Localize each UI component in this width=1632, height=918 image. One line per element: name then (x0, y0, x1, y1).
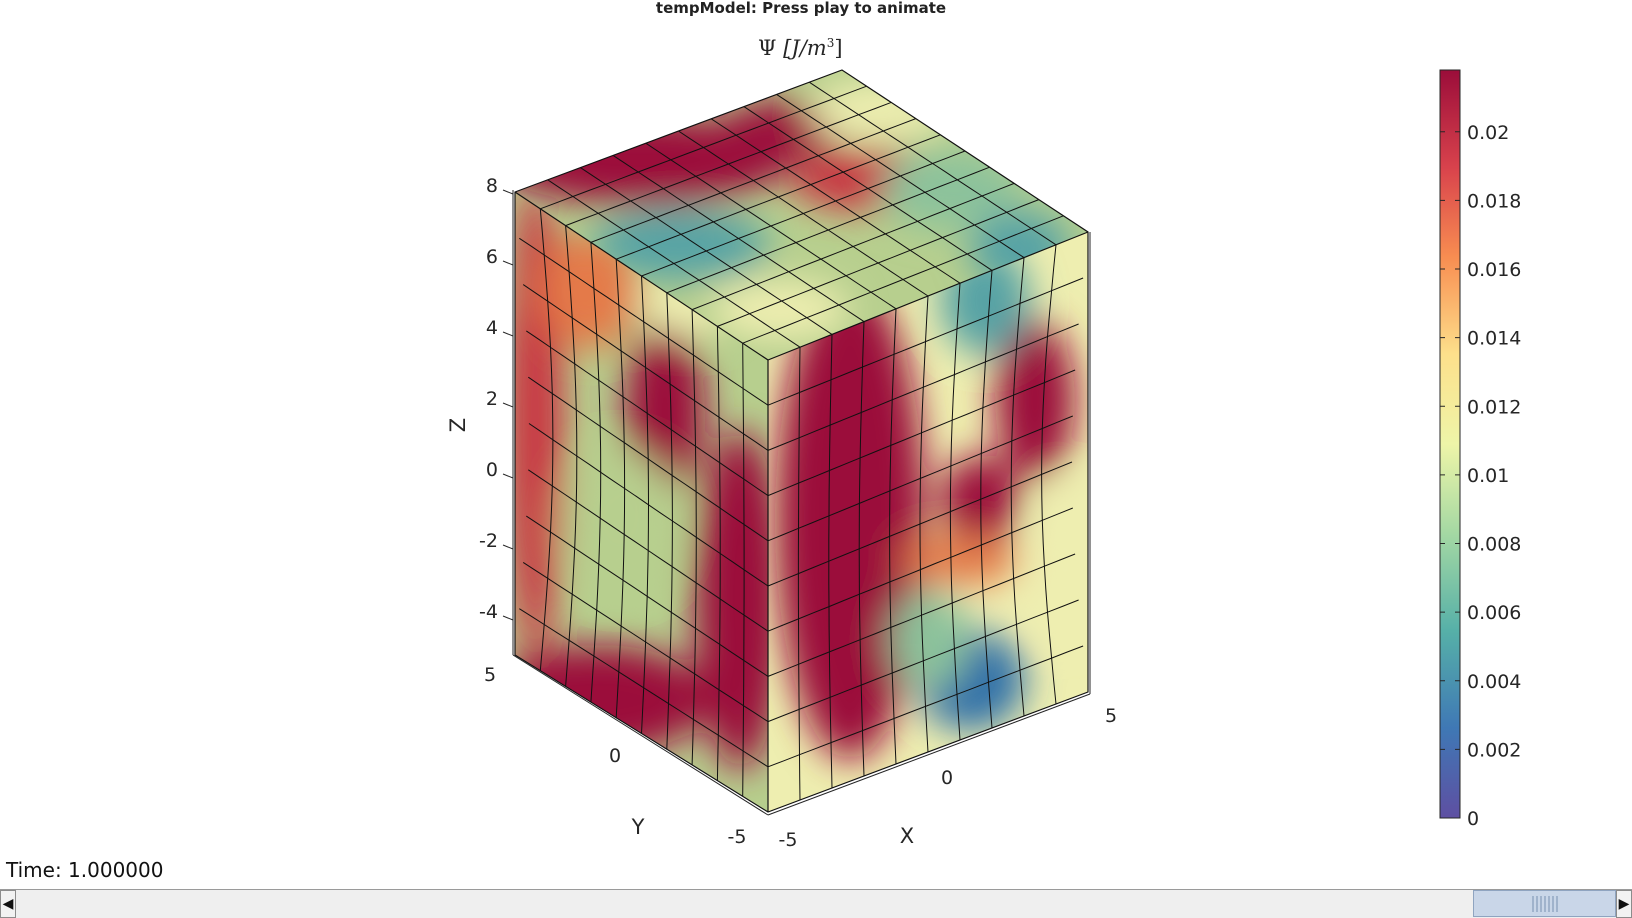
psi-symbol: Ψ (758, 36, 777, 60)
mesh-line (980, 270, 993, 729)
z-axis-label: Z (446, 418, 470, 432)
mesh-line (1041, 244, 1057, 705)
y-tick-5: 5 (484, 664, 496, 686)
mesh-line (519, 608, 769, 768)
title-units: [J/m (783, 36, 827, 60)
scroll-right-arrow-icon[interactable]: ▶ (1616, 890, 1632, 918)
time-scrollbar[interactable]: ◀ ▶ (0, 889, 1632, 918)
z-grid-ticks (502, 189, 514, 621)
title-exponent: 3 (826, 36, 835, 50)
mesh-line (666, 166, 990, 294)
y-axis-label: Y (631, 815, 645, 839)
plot-title: Ψ [J/m3] (758, 36, 843, 60)
colorbar-tick-label: 0.016 (1467, 259, 1521, 281)
mesh-line (767, 461, 1073, 587)
axis-box (512, 190, 1091, 816)
colorbar-tick-label: 0.01 (1467, 465, 1509, 487)
mesh-top-face (515, 70, 1088, 360)
mesh-line (691, 309, 697, 765)
mesh-line (1010, 257, 1025, 717)
colorbar-tick-label: 0.002 (1467, 739, 1521, 761)
scroll-left-arrow-icon[interactable]: ◀ (0, 890, 16, 918)
mesh-line (742, 215, 1064, 344)
mesh-line (716, 326, 721, 781)
title-close: ] (834, 36, 843, 60)
mesh-line (528, 423, 769, 587)
mesh-line (522, 561, 769, 723)
figure-title: tempModel: Press play to animate (655, 0, 947, 17)
x-tick-5: 5 (1105, 705, 1117, 727)
mesh-line (710, 118, 961, 284)
mesh-grid-lines (519, 81, 1084, 801)
x-tick-neg5: -5 (779, 829, 798, 851)
mesh-line (717, 199, 1039, 327)
x-axis-label: X (900, 824, 914, 848)
mesh-line (691, 182, 1015, 311)
z-tick-0: 0 (486, 459, 498, 481)
colorbar-tick-label: 0.02 (1467, 122, 1509, 144)
z-tick-2: 2 (486, 388, 498, 410)
mesh-right-face (768, 232, 1088, 812)
z-tick-6: 6 (486, 246, 498, 268)
colorbar-gradient (1439, 69, 1461, 819)
scrollbar-thumb[interactable] (1473, 890, 1616, 917)
mesh-line (767, 553, 1076, 677)
mesh-line (767, 507, 1073, 632)
x-tick-0: 0 (941, 767, 953, 789)
mesh-line (742, 343, 745, 797)
colorbar-tick-label: 0.014 (1467, 328, 1521, 350)
mesh-line (526, 515, 769, 677)
mesh-line (767, 599, 1079, 723)
mesh-line (641, 150, 966, 277)
mesh-outline (514, 69, 1089, 813)
z-tick-neg2: -2 (479, 530, 498, 552)
colorbar-tick-label: 0.008 (1467, 534, 1521, 556)
grip-icon (1532, 896, 1558, 912)
mesh-line (776, 93, 1025, 259)
colorbar-tick-label: 0 (1467, 808, 1479, 830)
time-label: Time: 1.000000 (6, 858, 164, 882)
mesh-line (528, 469, 769, 632)
z-tick-neg4: -4 (479, 601, 498, 623)
colorbar-tick-label: 0.004 (1467, 671, 1521, 693)
mesh-line (809, 81, 1057, 246)
z-tick-8: 8 (486, 175, 498, 197)
mesh-line (949, 283, 961, 741)
mesh-line (767, 645, 1084, 768)
colorbar: 0.02 0.018 0.016 0.014 0.012 0.01 0.008 0.006 0.… (1439, 69, 1521, 830)
colorbar-tick-label: 0.018 (1467, 190, 1521, 212)
z-tick-4: 4 (486, 317, 498, 339)
y-tick-0: 0 (609, 745, 621, 767)
colorbar-tick-label: 0.006 (1467, 602, 1521, 624)
y-tick-neg5: -5 (728, 826, 747, 848)
scrollbar-track[interactable] (16, 890, 1616, 918)
mesh-line (743, 106, 993, 271)
mesh-line (666, 292, 673, 750)
colorbar-tick-label: 0.012 (1467, 396, 1521, 418)
